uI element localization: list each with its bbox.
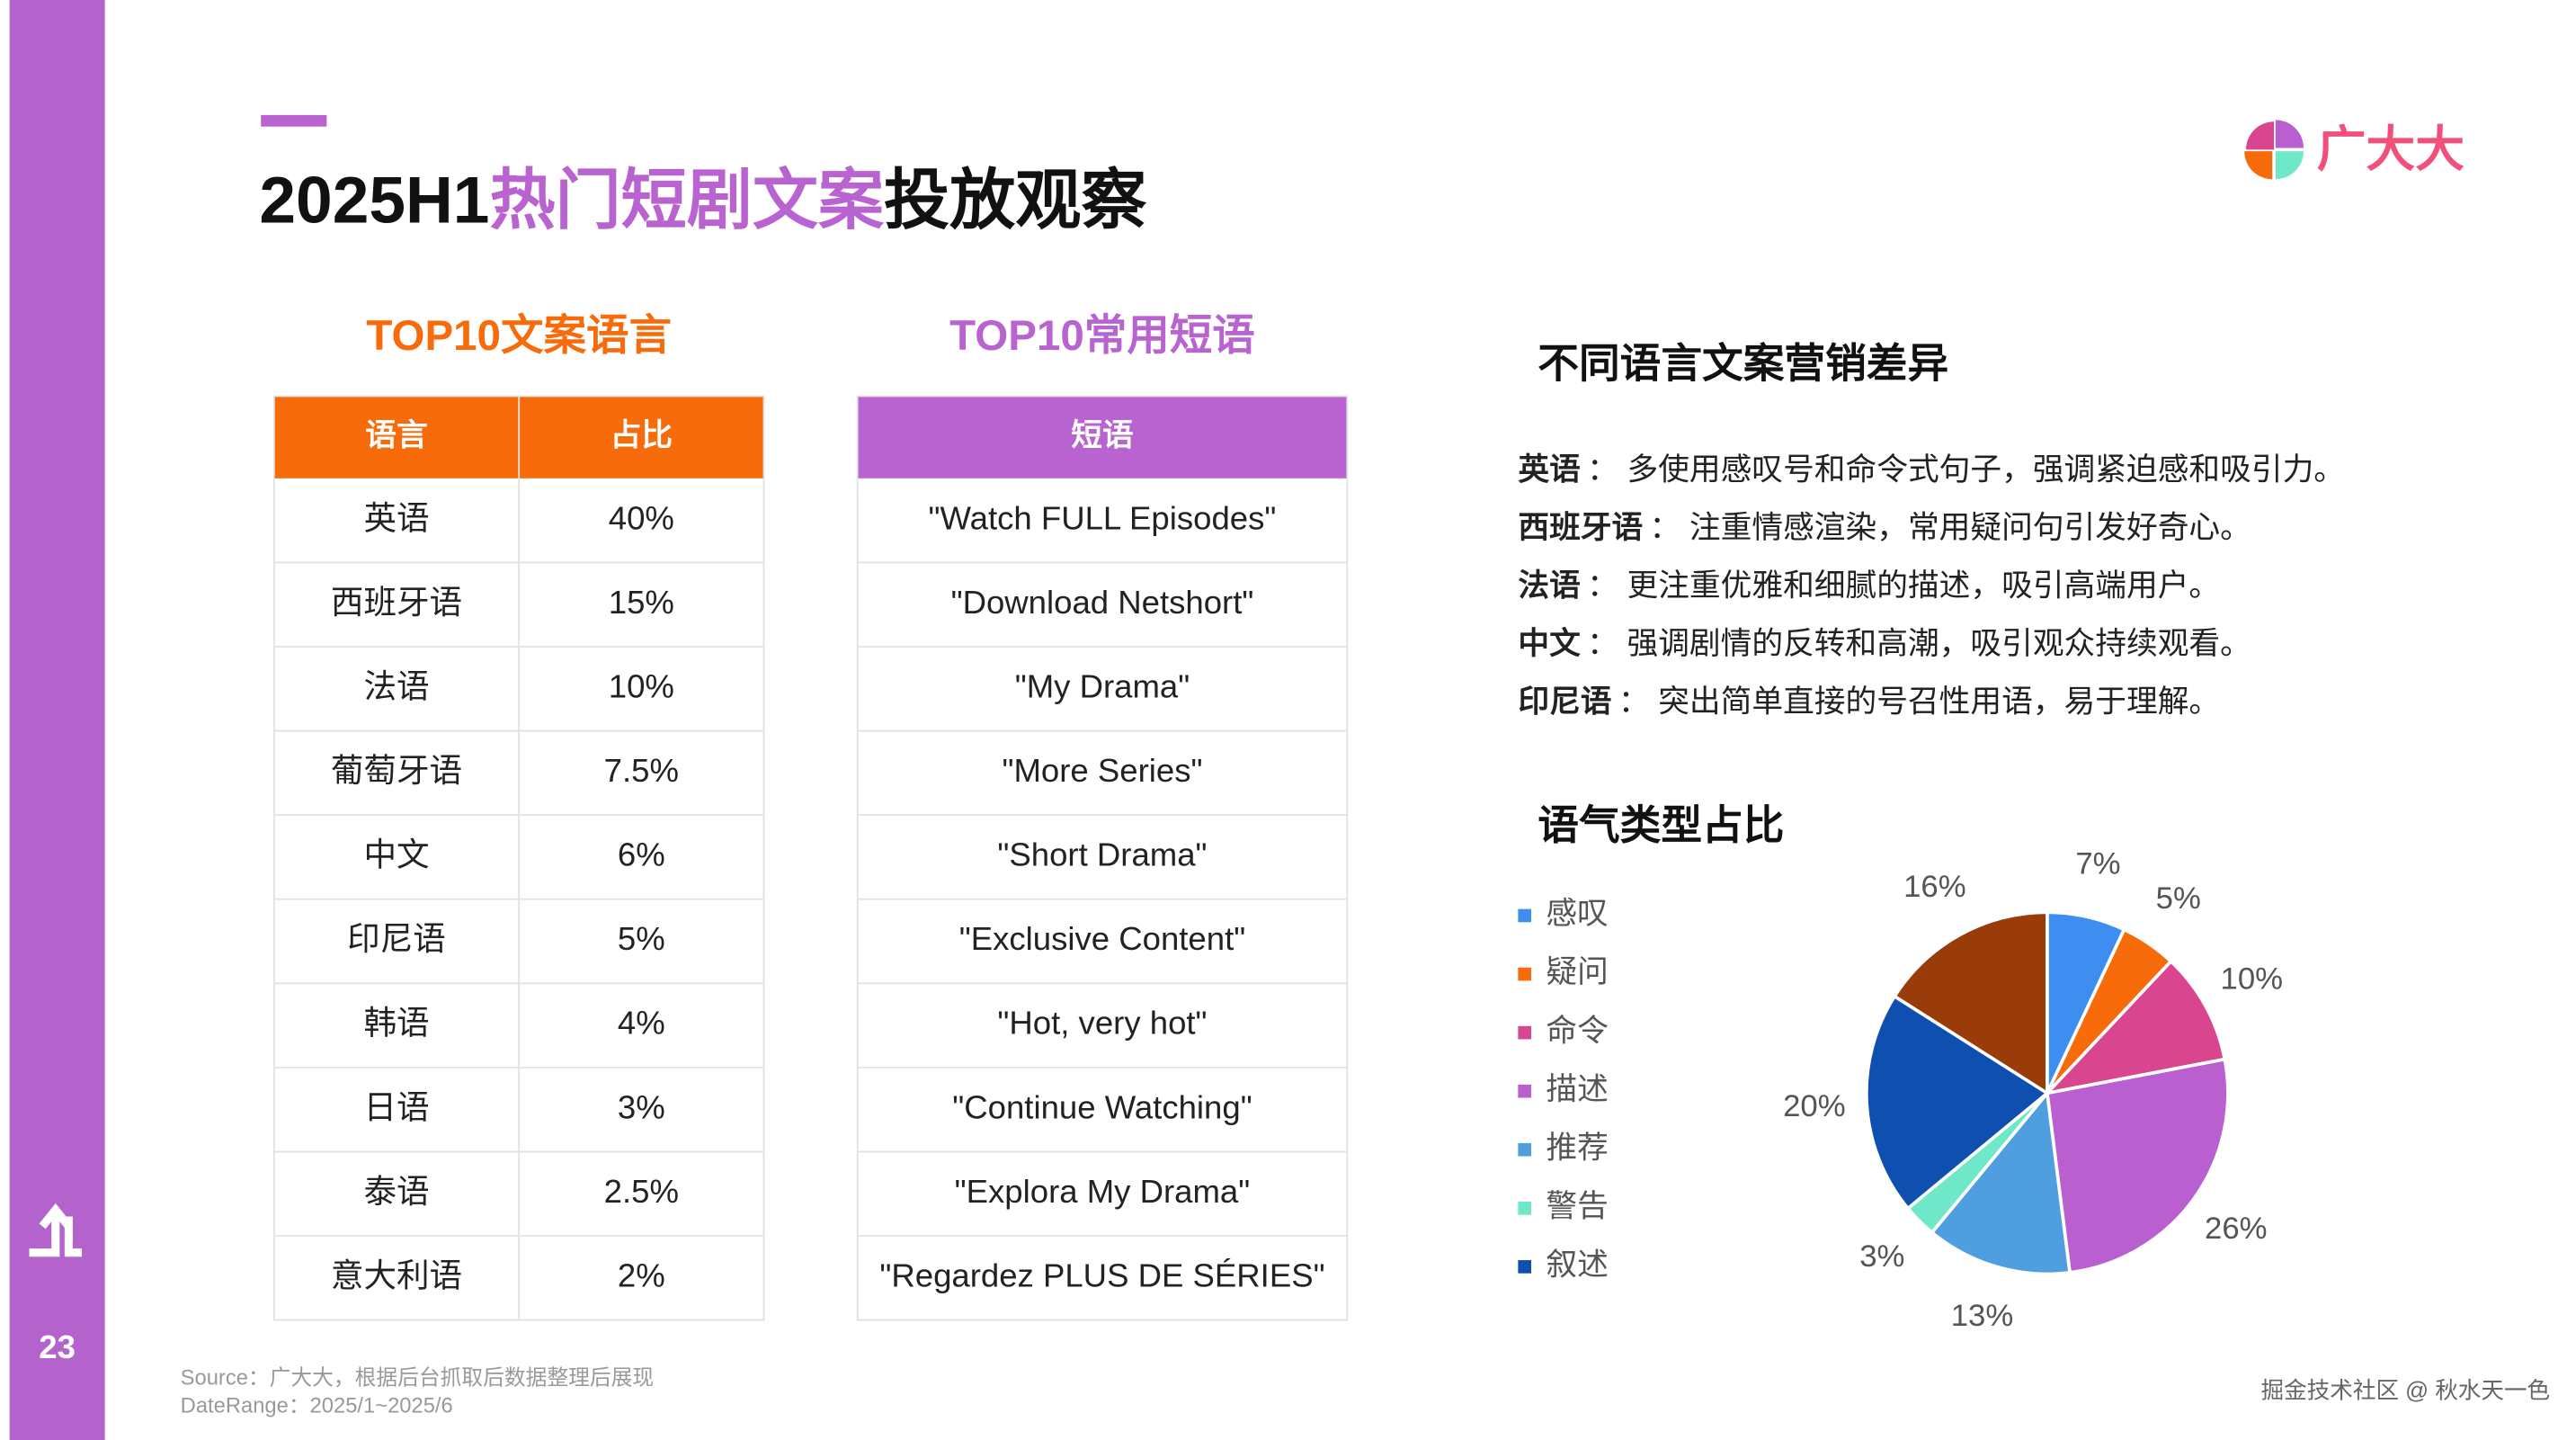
data-label: 16% [1903, 870, 1966, 904]
table-cell: "Regardez PLUS DE SÉRIES" [879, 1257, 1324, 1293]
note-text: ： 多使用感叹号和命令式句子，强调紧迫感和吸引力。 [1587, 452, 2345, 487]
pie-slice [2045, 1057, 2230, 1275]
side-bar [9, 0, 105, 1440]
table-cell: 7.5% [604, 752, 679, 789]
legend-swatch [1518, 908, 1531, 923]
note: 英语： 多使用感叹号和命令式句子，强调紧迫感和吸引力。 [1518, 452, 2345, 487]
logo-text: 广大大 [2317, 121, 2465, 176]
note-label: 西班牙语 [1518, 510, 1643, 545]
title-part: 投放观察 [884, 165, 1147, 237]
table-cell: "Download Netshort" [951, 584, 1254, 621]
back-icon[interactable] [29, 1203, 83, 1257]
legend-swatch [1518, 1260, 1531, 1274]
table-cell: 英语 [363, 499, 429, 536]
table-cell: 2.5% [604, 1173, 679, 1210]
source: Source：广大大，根据后台抓取后数据整理后展现 [181, 1366, 655, 1391]
note-label: 法语 [1518, 568, 1580, 604]
table-cell: 15% [609, 584, 674, 621]
notes-heading: 不同语言文案营销差异 [1538, 341, 1948, 387]
pie-slice [1864, 994, 2050, 1212]
table-cell: "Explora My Drama" [955, 1173, 1251, 1210]
note: 印尼语： 突出简单直接的号召性用语，易于理解。 [1518, 684, 2220, 720]
note-label: 中文 [1518, 626, 1581, 661]
note: 法语： 更注重优雅和细腻的描述，吸引高端用户。 [1518, 568, 2220, 604]
chart-title: 语气类型占比 [1538, 802, 1784, 848]
watermark: 掘金技术社区 @ 秋水天一色 [2261, 1378, 2551, 1404]
legend-label: 描述 [1546, 1071, 1608, 1106]
data-label: 5% [2156, 881, 2201, 916]
pie-slice [1892, 910, 2049, 1096]
table-cell: 葡萄牙语 [331, 752, 462, 789]
table-cell: 韩语 [363, 1005, 429, 1042]
note-text: ： 更注重优雅和细腻的描述，吸引高端用户。 [1587, 568, 2220, 604]
table-border [856, 395, 1349, 1321]
table-header-cell: 占比 [611, 417, 673, 452]
pie-slice [1930, 1088, 2072, 1276]
pie-slice [2042, 959, 2227, 1096]
title-part: 2025H1 [259, 165, 489, 237]
table-cell: 印尼语 [347, 920, 446, 957]
table-cell: "My Drama" [1015, 667, 1190, 704]
data-label: 3% [1859, 1239, 1904, 1274]
note: 中文： 强调剧情的反转和高潮，吸引观众持续观看。 [1518, 626, 2251, 661]
legend-label: 推荐 [1546, 1130, 1608, 1165]
legend-label: 疑问 [1546, 955, 1608, 989]
table-cell: 3% [618, 1088, 665, 1125]
data-label: 20% [1783, 1089, 1846, 1123]
table-cell: 10% [609, 667, 674, 704]
legend-label: 警告 [1546, 1188, 1608, 1223]
table-cell: 2% [618, 1257, 665, 1293]
legend-label: 命令 [1546, 1013, 1608, 1048]
data-label: 7% [2075, 846, 2120, 881]
table-cell: "Hot, very hot" [997, 1005, 1207, 1042]
note: 西班牙语： 注重情感渲染，常用疑问句引发好奇心。 [1518, 510, 2251, 545]
data-label: 10% [2221, 962, 2284, 997]
legend-swatch [1518, 1084, 1531, 1098]
note-label: 英语 [1518, 452, 1580, 487]
table-cell: 法语 [363, 667, 429, 704]
table-cell: 日语 [363, 1088, 429, 1125]
table-cell: 5% [618, 920, 665, 957]
page-number: 23 [39, 1328, 76, 1365]
note-text: ： 突出简单直接的号召性用语，易于理解。 [1618, 684, 2220, 720]
data-label: 13% [1951, 1299, 2014, 1333]
legend-swatch [1518, 1142, 1531, 1157]
table-cell: "Short Drama" [997, 836, 1207, 873]
logo-mark [2244, 120, 2304, 180]
table-header-cell: 语言 [365, 417, 427, 452]
legend-label: 叙述 [1546, 1248, 1608, 1283]
title-part: 热门短剧文案 [489, 165, 884, 237]
table-cell: "More Series" [1002, 752, 1202, 789]
table-cell: 40% [609, 499, 674, 536]
table-cell: 4% [618, 1005, 665, 1042]
title: 2025H1热门短剧文案投放观察 [259, 165, 1147, 237]
accent-line [261, 114, 327, 127]
date-range: DateRange：2025/1~2025/6 [181, 1394, 453, 1418]
table-heading: TOP10文案语言 [366, 312, 672, 360]
table-heading: TOP10常用短语 [949, 312, 1255, 360]
legend-label: 感叹 [1546, 896, 1608, 931]
table-cell: "Watch FULL Episodes" [929, 499, 1277, 536]
table-header-bg [857, 396, 1348, 479]
note-text: ： 注重情感渲染，常用疑问句引发好奇心。 [1650, 510, 2251, 545]
table-cell: 6% [618, 836, 665, 873]
legend-swatch [1518, 1025, 1531, 1040]
table-header-cell: 短语 [1071, 417, 1133, 452]
table-cell: 中文 [363, 836, 429, 873]
table-cell: "Continue Watching" [952, 1088, 1252, 1125]
note-text: ： 强调剧情的反转和高潮，吸引观众持续观看。 [1587, 626, 2251, 661]
table-cell: "Exclusive Content" [959, 920, 1245, 957]
table-cell: 泰语 [363, 1173, 429, 1210]
legend-swatch [1518, 1201, 1531, 1215]
table-cell: 西班牙语 [331, 584, 462, 621]
table-cell: 意大利语 [331, 1257, 462, 1293]
data-label: 26% [2205, 1212, 2268, 1246]
legend-swatch [1518, 967, 1531, 981]
note-label: 印尼语 [1518, 684, 1611, 720]
